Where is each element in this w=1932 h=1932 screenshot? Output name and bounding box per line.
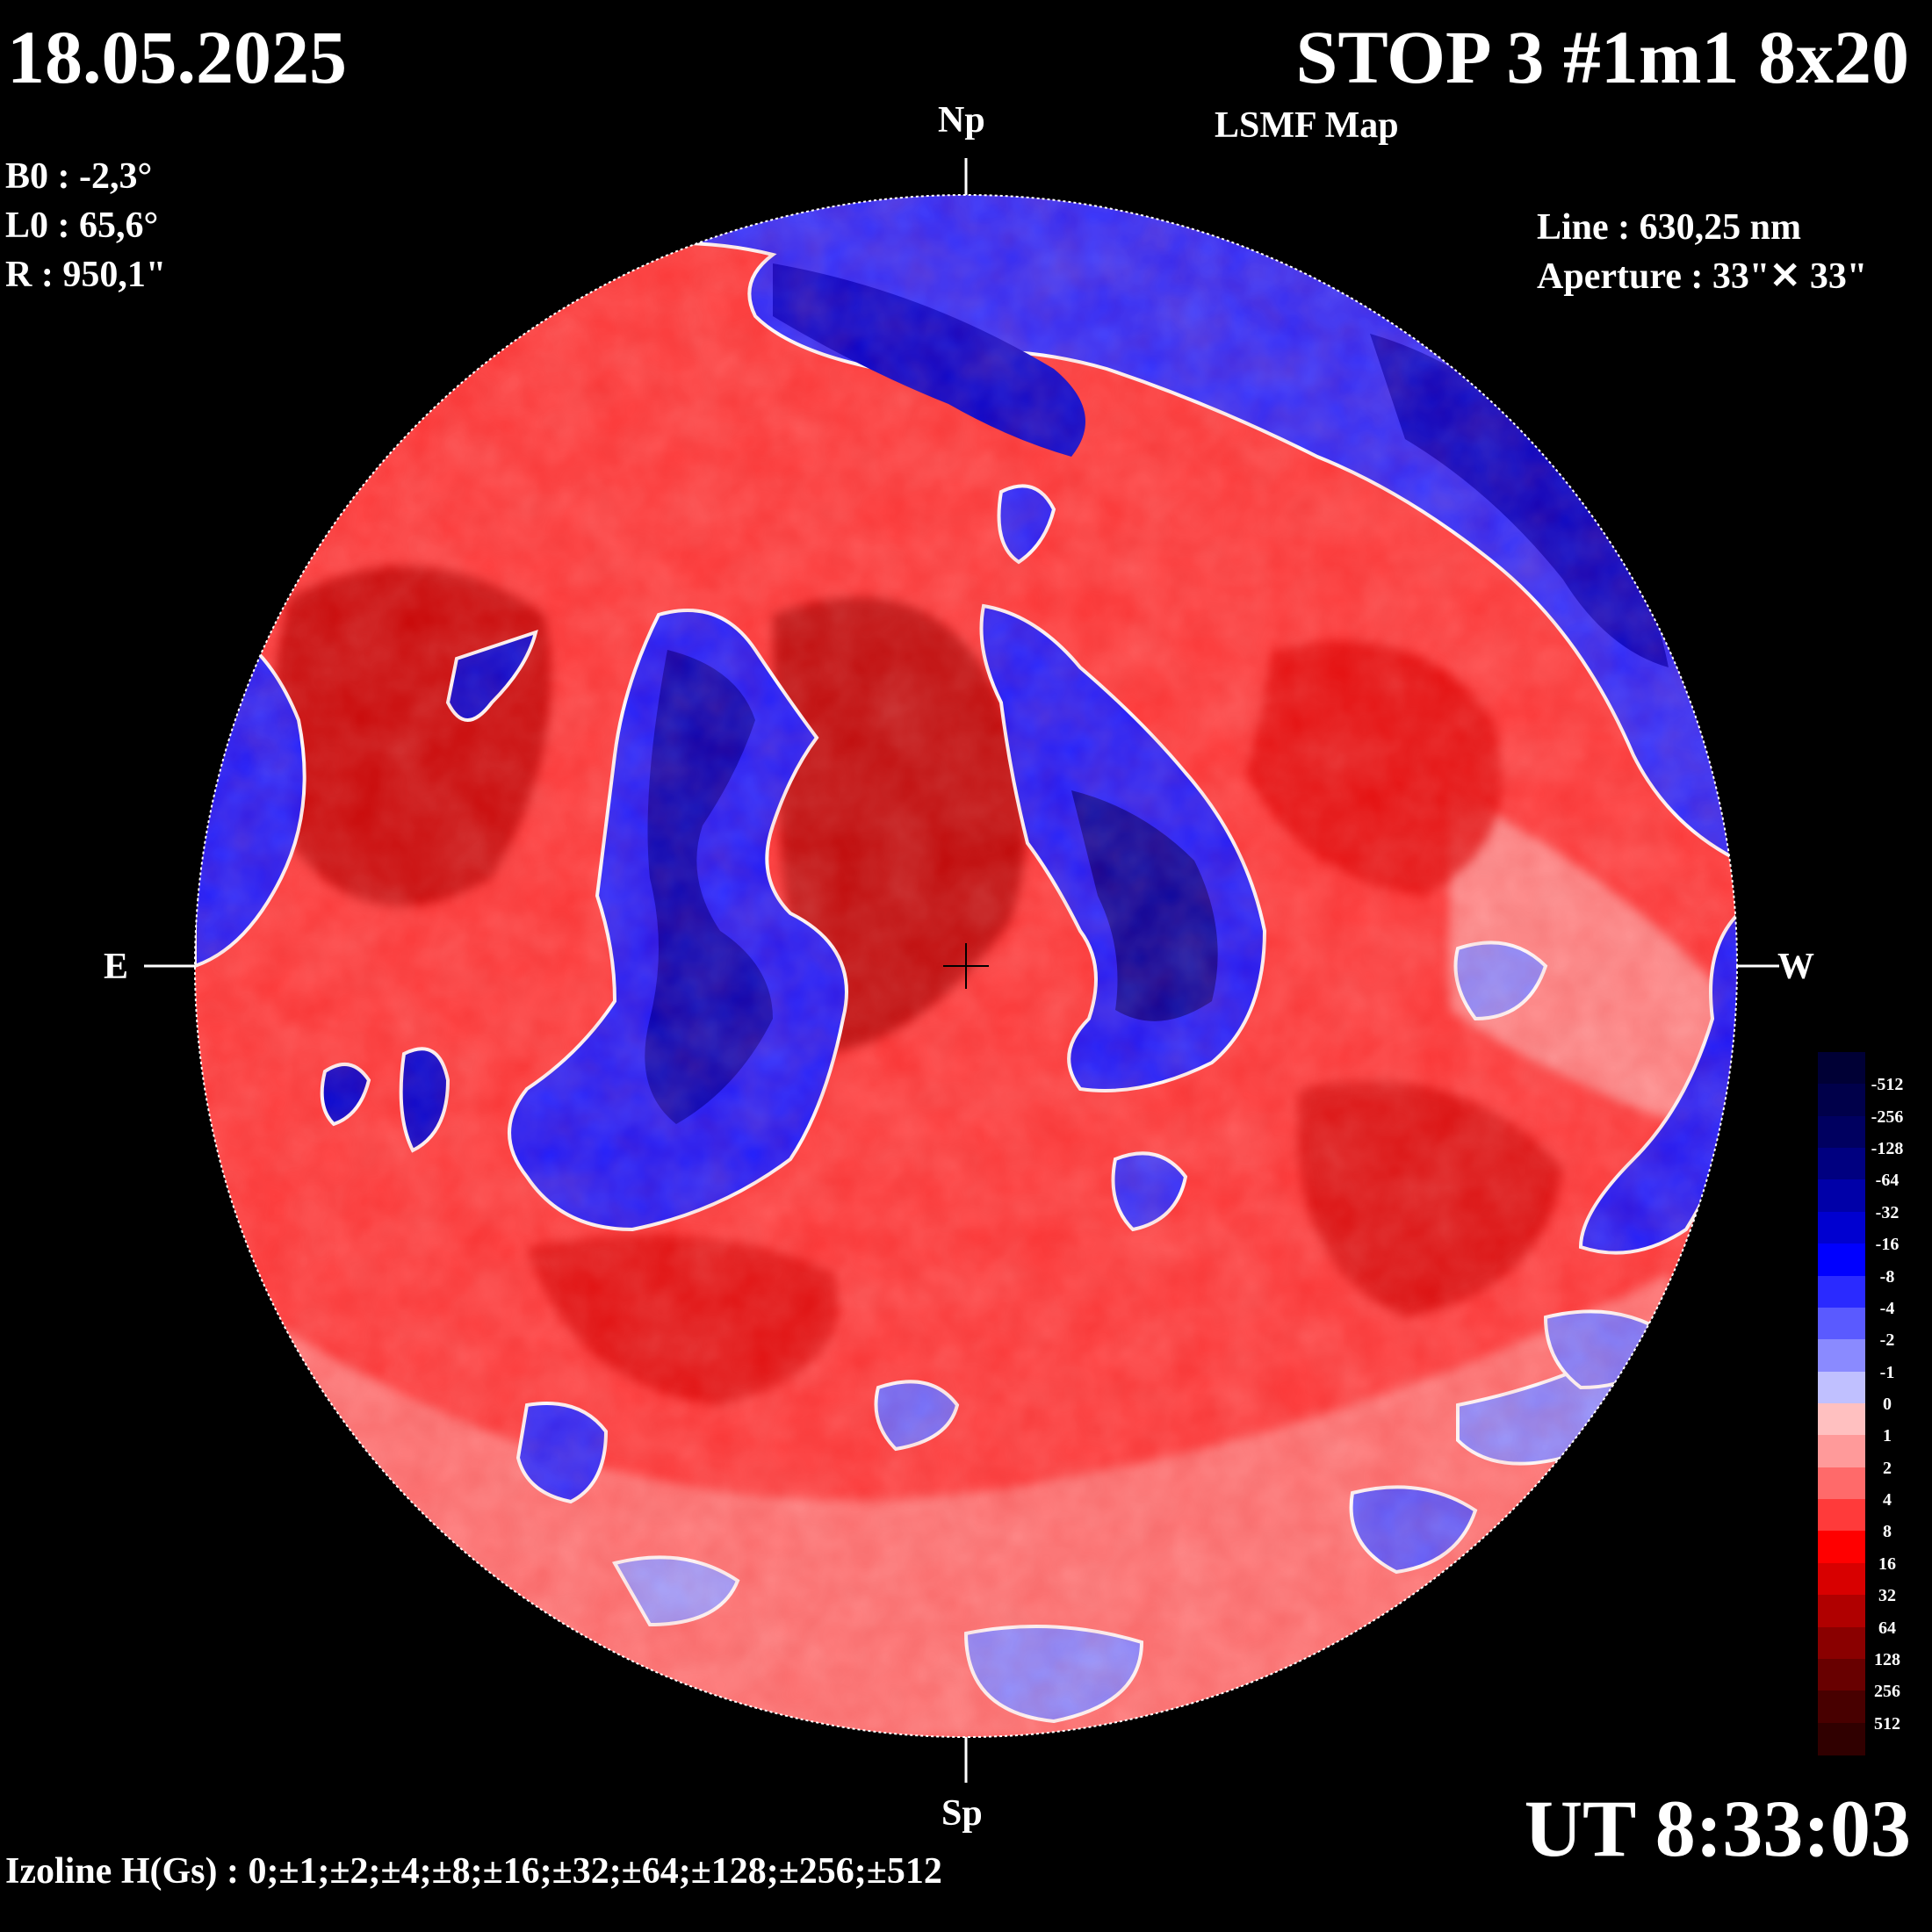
map-subtitle: LSMF Map: [1215, 105, 1399, 146]
color-scale-cell: [1818, 1371, 1865, 1404]
param-b0: B0 : -2,3°: [5, 156, 153, 197]
color-scale-label: 256: [1874, 1682, 1900, 1702]
color-scale-label: 128: [1874, 1649, 1900, 1669]
color-scale-cell: [1818, 1148, 1865, 1181]
color-scale-label: -32: [1875, 1202, 1900, 1222]
color-scale-label: 64: [1878, 1618, 1896, 1638]
color-scale-cell: [1818, 1435, 1865, 1468]
color-scale-label: -128: [1871, 1139, 1904, 1159]
color-scale-label: 0: [1883, 1395, 1892, 1414]
color-scale-label: 1: [1883, 1426, 1892, 1446]
color-scale-label: 32: [1878, 1586, 1896, 1606]
color-scale-cell: [1818, 1531, 1865, 1564]
color-scale-cell: [1818, 1307, 1865, 1341]
color-scale-label: 16: [1878, 1554, 1896, 1574]
color-scale-label: 4: [1883, 1490, 1892, 1510]
compass-east: E: [104, 947, 129, 987]
param-l0: L0 : 65,6°: [5, 205, 159, 246]
color-scale-label: -64: [1875, 1171, 1900, 1191]
center-crosshair: [943, 943, 989, 989]
izoline-legend: Izoline H(Gs) : 0;±1;±2;±4;±8;±16;±32;±6…: [5, 1851, 942, 1892]
observation-date: 18.05.2025: [7, 15, 347, 99]
compass-north: Np: [938, 100, 985, 141]
color-scale-cell: [1818, 1339, 1865, 1373]
color-scale-cell: [1818, 1722, 1865, 1755]
color-scale-cell: [1818, 1562, 1865, 1597]
color-scale-label: -8: [1879, 1266, 1895, 1287]
color-scale-cell: [1818, 1658, 1865, 1692]
color-scale-cell: [1818, 1595, 1865, 1628]
color-scale-label: -1: [1879, 1362, 1895, 1382]
color-scale-cell: [1818, 1690, 1865, 1724]
color-scale-label: -256: [1871, 1107, 1904, 1127]
color-scale-label: 512: [1874, 1713, 1900, 1734]
color-scale-cell: [1818, 1244, 1865, 1277]
color-scale-cell: [1818, 1403, 1865, 1437]
color-scale-label: 2: [1883, 1458, 1892, 1478]
color-scale-cell: [1818, 1052, 1865, 1085]
color-scale-cell: [1818, 1084, 1865, 1117]
compass-west: W: [1777, 947, 1814, 987]
color-scale-label: -4: [1879, 1298, 1895, 1318]
aperture-info: Aperture : 33"✕ 33": [1537, 256, 1868, 297]
color-scale-cell: [1818, 1275, 1865, 1308]
color-scale-cell: [1818, 1499, 1865, 1532]
compass-south: Sp: [941, 1793, 983, 1834]
color-scale-cell: [1818, 1179, 1865, 1213]
color-scale-label: -16: [1875, 1235, 1900, 1255]
spectral-line: Line : 630,25 nm: [1537, 207, 1802, 248]
color-scale-label: 8: [1883, 1522, 1892, 1542]
color-scale-cell: [1818, 1211, 1865, 1245]
color-scale-label: -2: [1879, 1330, 1895, 1351]
map-title: STOP 3 #1m1 8x20: [1295, 15, 1909, 99]
color-scale-cell: [1818, 1626, 1865, 1660]
color-scale-cell: [1818, 1115, 1865, 1150]
color-scale-label: -512: [1871, 1075, 1904, 1095]
color-scale-bar: [1818, 1052, 1865, 1755]
param-r: R : 950,1": [5, 255, 167, 295]
observation-time: UT 8:33:03: [1524, 1784, 1911, 1873]
color-scale-cell: [1818, 1467, 1865, 1501]
